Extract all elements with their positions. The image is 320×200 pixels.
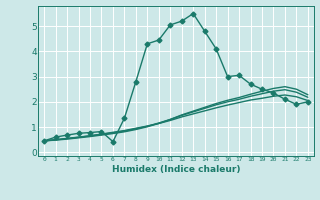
- X-axis label: Humidex (Indice chaleur): Humidex (Indice chaleur): [112, 165, 240, 174]
